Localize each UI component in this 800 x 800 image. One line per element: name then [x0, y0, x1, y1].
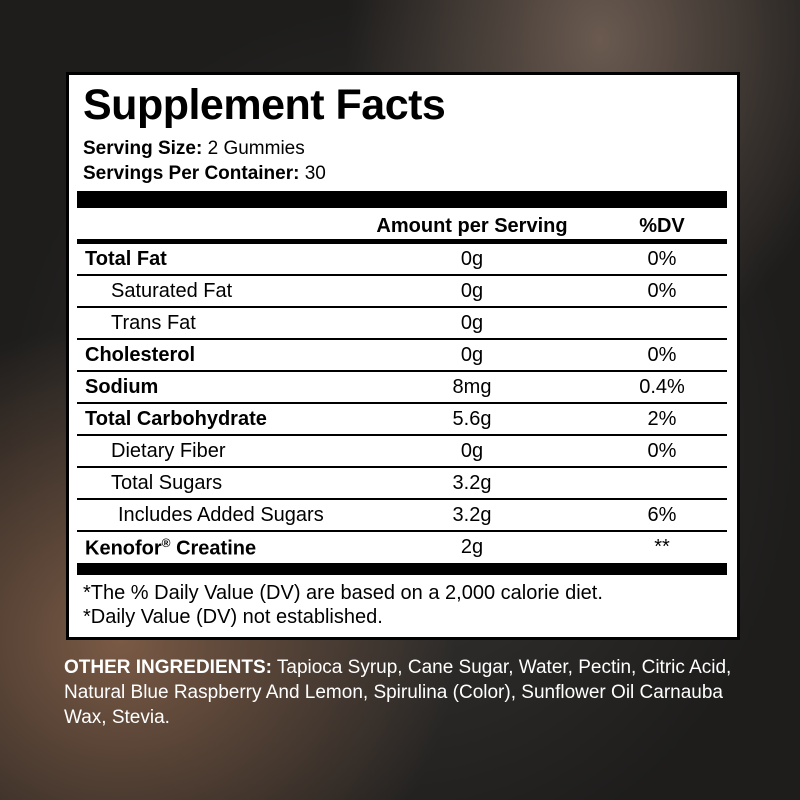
row-dv: 0%: [647, 344, 677, 366]
other-ingredients-label: OTHER INGREDIENTS:: [64, 657, 272, 678]
serving-size-value: 2 Gummies: [207, 138, 305, 159]
row-amount: 8mg: [452, 376, 492, 398]
row-amount: 3.2g: [452, 472, 492, 494]
table-header: Amount per Serving %DV: [77, 211, 727, 239]
servings-per-container: Servings Per Container: 30: [83, 163, 326, 185]
row-dv: 0%: [647, 248, 677, 270]
divider-thick-bottom: [77, 563, 727, 575]
table-row: Total Carbohydrate 5.6g 2%: [77, 404, 727, 436]
row-label: Sodium: [85, 376, 159, 398]
table-row: Includes Added Sugars 3.2g 6%: [77, 500, 727, 532]
table-row: Total Fat 0g 0%: [77, 244, 727, 276]
servings-value: 30: [304, 163, 326, 184]
row-label: Kenofor® Creatine: [85, 536, 257, 560]
serving-size: Serving Size: 2 Gummies: [83, 138, 305, 160]
table-row: Dietary Fiber 0g 0%: [77, 436, 727, 468]
table-row: Kenofor® Creatine 2g **: [77, 532, 727, 564]
other-ingredients: OTHER INGREDIENTS: Tapioca Syrup, Cane S…: [64, 655, 744, 730]
row-dv: **: [654, 536, 670, 558]
row-dv: 0%: [647, 280, 677, 302]
table-row: Trans Fat 0g: [77, 308, 727, 340]
header-dv: %DV: [639, 215, 685, 237]
panel-title: Supplement Facts: [83, 81, 446, 129]
row-label: Total Sugars: [111, 472, 223, 494]
footnote-not-established: *Daily Value (DV) not established.: [83, 606, 383, 628]
servings-label: Servings Per Container:: [83, 163, 300, 184]
row-dv: 0.4%: [639, 376, 685, 398]
row-amount: 0g: [460, 280, 484, 302]
table-row: Sodium 8mg 0.4%: [77, 372, 727, 404]
row-amount: 5.6g: [452, 408, 492, 430]
row-amount: 0g: [460, 344, 484, 366]
row-dv: 2%: [647, 408, 677, 430]
table-row: Total Sugars 3.2g: [77, 468, 727, 500]
row-amount: 3.2g: [452, 504, 492, 526]
table-row: Cholesterol 0g 0%: [77, 340, 727, 372]
row-label: Total Fat: [85, 248, 167, 270]
serving-size-label: Serving Size:: [83, 138, 203, 159]
row-label: Total Carbohydrate: [85, 408, 267, 430]
header-amount: Amount per Serving: [376, 215, 568, 237]
divider-medium: [77, 239, 727, 244]
table-row: Saturated Fat 0g 0%: [77, 276, 727, 308]
row-label: Trans Fat: [111, 312, 196, 334]
row-amount: 2g: [460, 536, 484, 558]
row-label: Cholesterol: [85, 344, 196, 366]
row-dv: 0%: [647, 440, 677, 462]
footnote-dv: *The % Daily Value (DV) are based on a 2…: [83, 582, 603, 604]
row-amount: 0g: [460, 312, 484, 334]
other-ingredients-text: Tapioca Syrup, Cane Sugar, Water, Pectin…: [64, 657, 732, 728]
supplement-facts-panel: Supplement Facts Serving Size: 2 Gummies…: [66, 72, 740, 640]
row-label: Includes Added Sugars: [118, 504, 324, 526]
divider-thick: [77, 191, 727, 208]
row-dv: 6%: [647, 504, 677, 526]
row-label: Dietary Fiber: [111, 440, 226, 462]
row-amount: 0g: [460, 248, 484, 270]
row-amount: 0g: [460, 440, 484, 462]
row-label: Saturated Fat: [111, 280, 233, 302]
